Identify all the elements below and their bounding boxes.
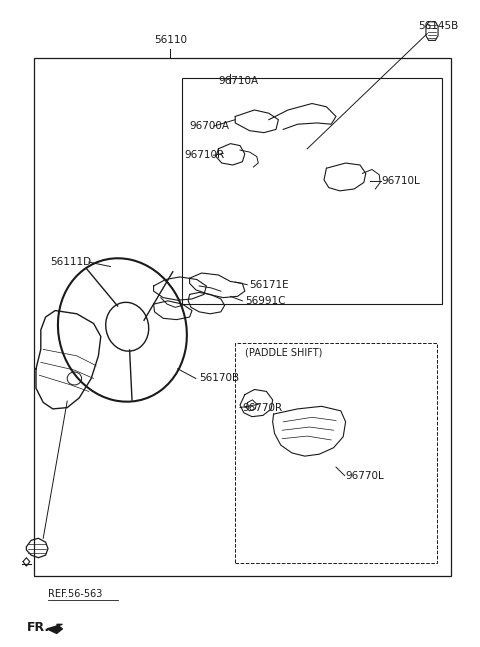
- Text: 96710L: 96710L: [382, 176, 420, 186]
- Text: 96710A: 96710A: [218, 76, 259, 86]
- Text: 56991C: 56991C: [245, 296, 285, 306]
- Text: 56110: 56110: [154, 36, 187, 45]
- Text: 96770L: 96770L: [346, 470, 384, 481]
- Polygon shape: [47, 624, 62, 633]
- Bar: [182, 78, 442, 304]
- Text: 56111D: 56111D: [50, 257, 92, 267]
- Text: (PADDLE SHIFT): (PADDLE SHIFT): [245, 347, 322, 358]
- Text: 56171E: 56171E: [250, 280, 289, 290]
- Text: 56145B: 56145B: [418, 21, 458, 31]
- Text: 56170B: 56170B: [199, 373, 240, 384]
- Text: 96700A: 96700A: [190, 121, 229, 131]
- Bar: [235, 343, 437, 563]
- Bar: [34, 58, 451, 576]
- Text: 96770R: 96770R: [242, 402, 283, 413]
- Text: REF.56-563: REF.56-563: [48, 589, 102, 599]
- Text: FR.: FR.: [26, 621, 49, 634]
- Text: 96710R: 96710R: [185, 150, 225, 160]
